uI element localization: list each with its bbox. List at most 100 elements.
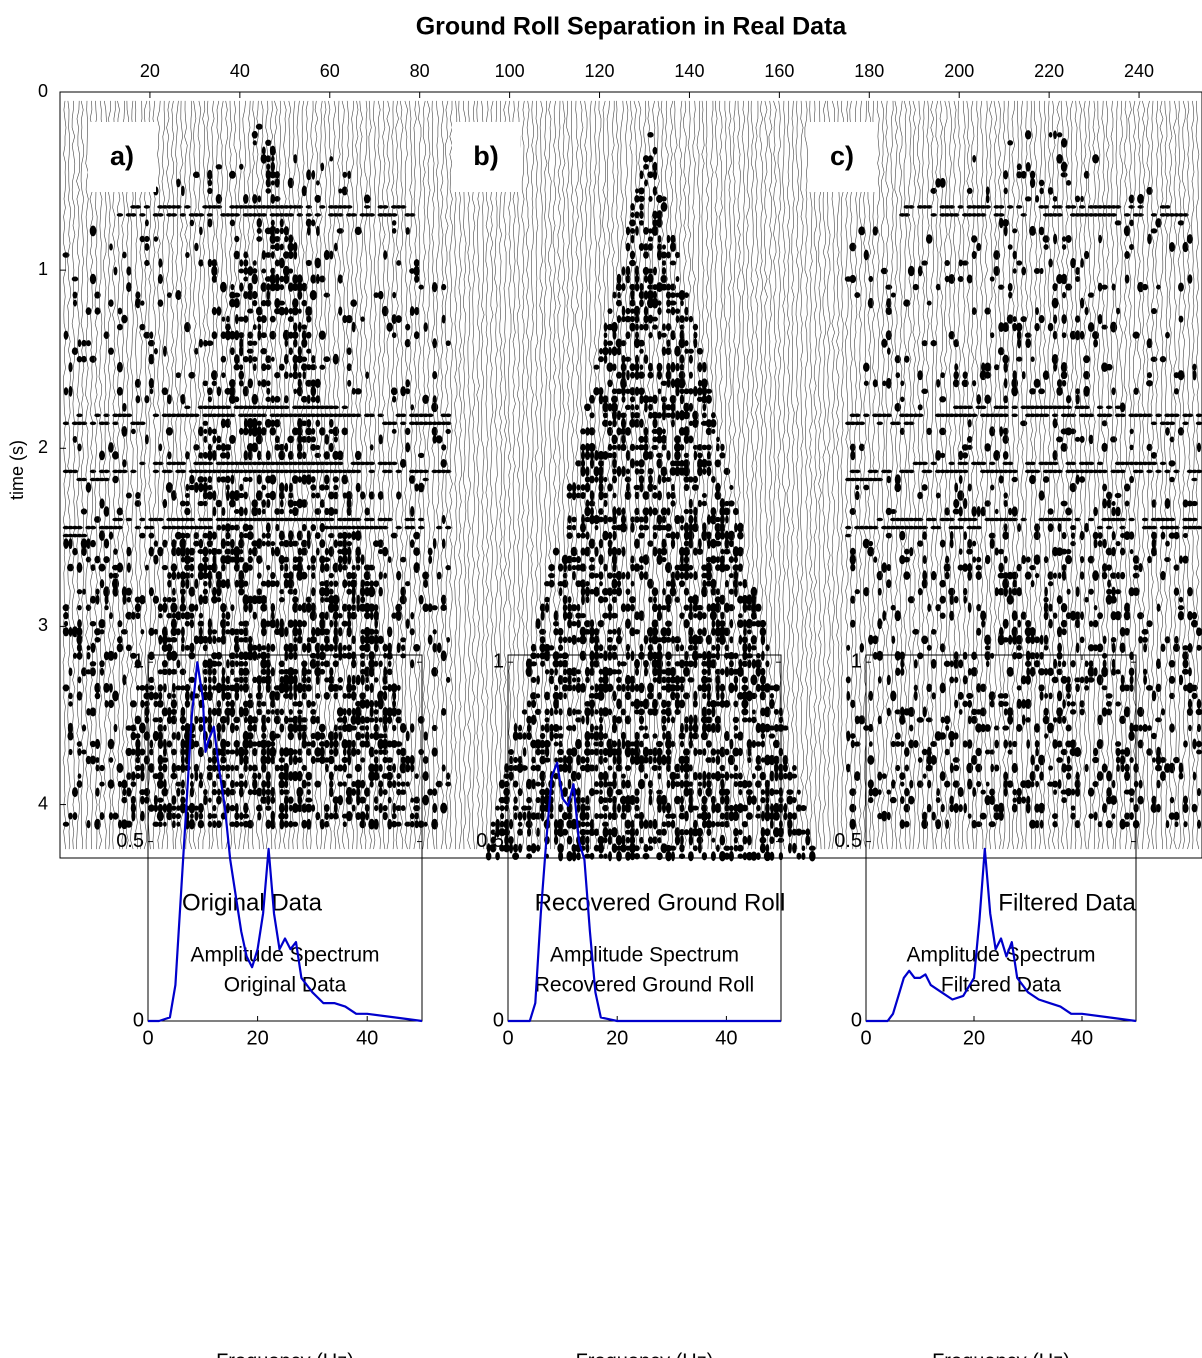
wiggle — [566, 532, 572, 539]
wiggle — [329, 589, 334, 595]
trace — [823, 101, 826, 849]
wiggle — [621, 546, 625, 556]
wiggle — [324, 250, 330, 260]
wiggle — [257, 380, 261, 386]
wiggle — [293, 322, 298, 332]
wiggle — [616, 669, 622, 674]
wiggle — [333, 485, 338, 491]
wiggle — [680, 804, 685, 812]
wiggle — [599, 644, 604, 651]
wiggle — [904, 213, 910, 217]
wiggle — [730, 619, 734, 628]
wiggle — [559, 587, 563, 596]
wiggle — [603, 500, 607, 507]
wiggle — [904, 821, 910, 828]
wiggle — [274, 396, 280, 403]
wiggle — [233, 717, 240, 724]
wiggle — [621, 418, 626, 429]
wiggle — [297, 290, 302, 300]
wiggle — [796, 853, 801, 860]
wiggle — [684, 651, 688, 661]
wiggle — [379, 803, 383, 813]
wiggle — [149, 378, 154, 389]
wiggle — [157, 518, 163, 522]
wiggle — [135, 603, 141, 612]
wiggle — [99, 451, 105, 461]
wiggle — [144, 243, 149, 251]
wiggle — [630, 316, 635, 322]
wiggle — [698, 362, 703, 372]
wiggle — [437, 572, 442, 580]
wiggle — [756, 667, 762, 677]
wiggle — [405, 764, 410, 773]
wiggle — [352, 595, 356, 604]
wiggle — [225, 612, 230, 620]
wiggle — [212, 676, 216, 684]
wiggle — [229, 435, 236, 444]
wiggle — [878, 676, 882, 683]
wiggle — [950, 763, 954, 774]
wiggle — [356, 595, 360, 605]
wiggle — [293, 389, 297, 394]
wiggle — [661, 557, 666, 562]
wiggle — [235, 653, 239, 659]
wiggle — [963, 740, 968, 747]
wiggle — [194, 482, 199, 493]
wiggle — [410, 628, 415, 635]
wiggle — [172, 683, 176, 693]
wiggle — [854, 771, 860, 781]
wiggle — [382, 749, 388, 755]
wiggle — [580, 428, 586, 434]
wiggle — [224, 692, 231, 700]
wiggle — [266, 380, 271, 386]
wiggle — [923, 773, 927, 778]
wiggle — [410, 764, 414, 773]
wiggle — [617, 548, 622, 555]
wiggle — [266, 522, 271, 532]
wiggle — [887, 348, 891, 355]
wiggle — [316, 548, 320, 556]
wiggle — [306, 419, 311, 428]
wiggle — [175, 290, 181, 300]
wiggle — [625, 820, 632, 829]
wiggle — [802, 845, 806, 851]
wiggle — [239, 428, 244, 435]
wiggle — [305, 804, 312, 813]
wiggle — [630, 522, 634, 532]
wiggle — [284, 371, 289, 379]
wiggle — [338, 555, 343, 563]
wiggle — [261, 780, 266, 788]
wiggle — [100, 579, 105, 588]
wiggle — [121, 315, 127, 324]
wiggle — [680, 835, 684, 845]
wiggle — [697, 452, 702, 458]
wiggle — [202, 547, 208, 557]
wiggle — [252, 268, 257, 274]
wiggle — [625, 405, 631, 410]
wiggle — [580, 683, 586, 693]
wiggle — [536, 827, 540, 836]
wiggle — [73, 292, 78, 299]
wiggle — [112, 476, 118, 484]
wiggle — [68, 813, 73, 820]
wiggle — [639, 283, 643, 291]
wiggle — [270, 572, 275, 579]
wiggle — [922, 462, 928, 466]
wiggle — [926, 234, 932, 243]
wiggle — [244, 717, 248, 723]
wiggle — [917, 540, 923, 546]
wiggle — [329, 667, 333, 676]
wiggle — [959, 709, 963, 715]
wiggle — [289, 709, 293, 715]
wiggle — [629, 219, 636, 226]
wiggle — [567, 612, 573, 620]
wiggle — [208, 635, 213, 644]
wiggle — [144, 395, 149, 403]
wiggle — [117, 563, 124, 573]
wiggle — [711, 707, 715, 718]
wiggle — [503, 788, 510, 796]
wiggle — [976, 628, 981, 636]
wiggle — [95, 788, 99, 797]
wiggle — [589, 564, 596, 570]
wiggle — [643, 251, 649, 259]
